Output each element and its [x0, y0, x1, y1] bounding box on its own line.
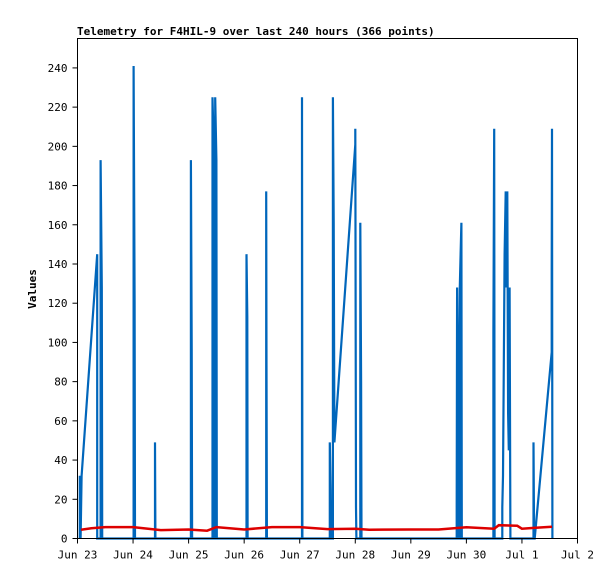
y-tick-label: 60 [54, 415, 67, 428]
y-tick-label: 120 [48, 297, 68, 310]
x-tick-label: Jun 25 [169, 549, 209, 562]
x-tick-label: Jun 29 [391, 549, 431, 562]
y-tick-label: 220 [48, 101, 68, 114]
x-axis: Jun 23 Jun 24 Jun 25 Jun 26 Jun 27 Jun 28 Jun … [58, 538, 594, 562]
y-tick-label: 0 [61, 533, 68, 546]
y-tick-label: 140 [48, 258, 68, 271]
x-tick-label: Jun 23 [58, 549, 98, 562]
x-tick-label: Jul 2 [561, 549, 594, 562]
x-tick-label: Jun 30 [447, 549, 487, 562]
y-axis: 0 20 40 60 80 100 120 140 160 180 200 220 240 [48, 62, 78, 546]
y-tick-label: 180 [48, 180, 68, 193]
x-tick-label: Jun 24 [113, 549, 153, 562]
y-axis-label: Values [26, 269, 39, 309]
y-tick-label: 40 [54, 454, 67, 467]
y-tick-label: 200 [48, 140, 68, 153]
y-tick-label: 80 [54, 376, 67, 389]
y-tick-label: 20 [54, 493, 67, 506]
x-tick-label: Jun 26 [224, 549, 264, 562]
y-tick-label: 160 [48, 219, 68, 232]
y-tick-label: 240 [48, 62, 68, 75]
chart-title: Telemetry for F4HIL-9 over last 240 hour… [77, 25, 435, 38]
x-tick-label: Jun 27 [280, 549, 320, 562]
x-tick-label: Jul 1 [505, 549, 538, 562]
y-tick-label: 100 [48, 336, 68, 349]
plot-frame [77, 38, 578, 539]
series-line-1 [80, 523, 553, 532]
x-tick-label: Jun 28 [335, 549, 375, 562]
